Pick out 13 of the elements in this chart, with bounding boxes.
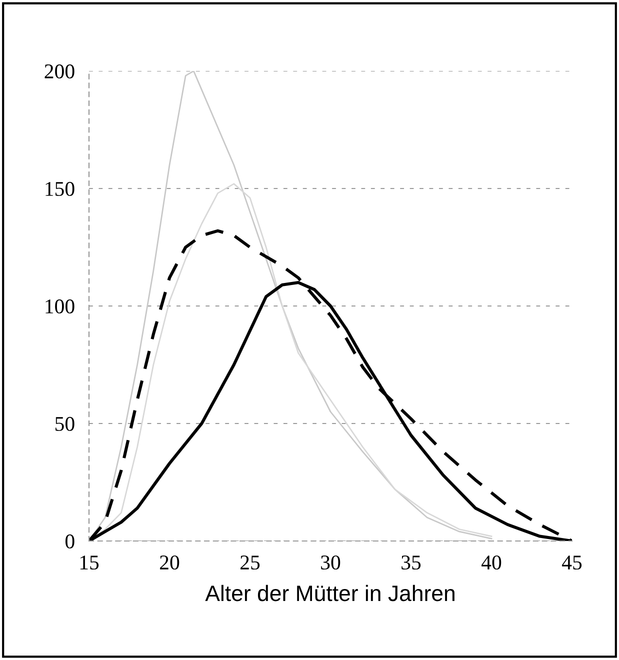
x-tick-label: 15	[80, 556, 99, 570]
y-tick-label: 200	[44, 64, 74, 78]
x-tick-label: 20	[160, 555, 180, 570]
x-tick-label: 25	[240, 556, 260, 570]
y-tick-label: 50	[55, 416, 74, 431]
y-tick-label: 150	[46, 182, 74, 196]
x-axis-title: Alter der Mütter in Jahren	[205, 584, 454, 602]
x-tick-label: 45	[562, 556, 582, 570]
y-tick-label: 100	[46, 299, 74, 314]
x-tick-label: 30	[321, 555, 340, 570]
y-tick-label: 0	[65, 534, 74, 548]
x-tick-label: 40	[481, 555, 502, 570]
x-tick-label: 35	[402, 556, 421, 570]
